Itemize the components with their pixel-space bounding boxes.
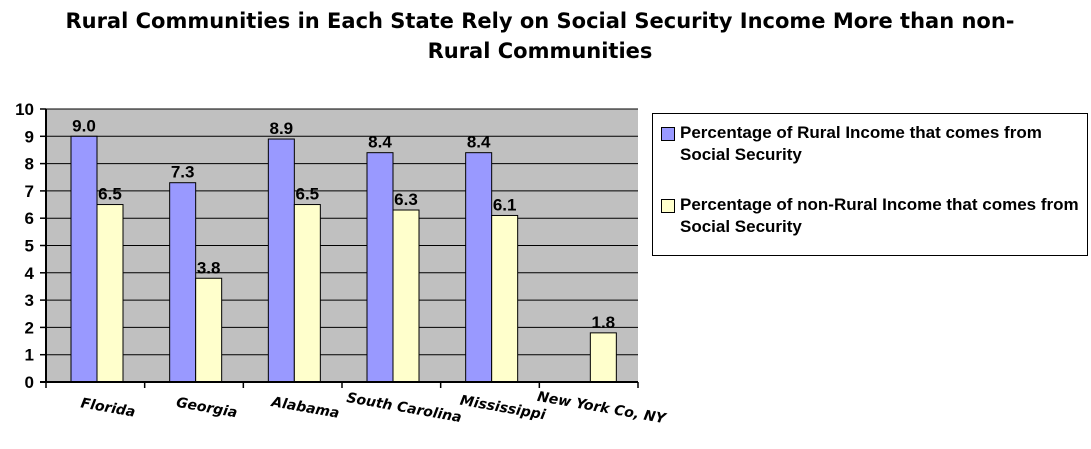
data-label: 7.3 xyxy=(171,163,195,182)
legend-item-non-rural: Percentage of non-Rural Income that come… xyxy=(661,194,1090,238)
bar xyxy=(392,209,420,383)
data-label: 6.3 xyxy=(394,190,418,209)
data-label: 8.4 xyxy=(368,133,392,152)
grid-lines xyxy=(46,108,638,356)
bar xyxy=(293,204,321,383)
bar xyxy=(96,204,124,383)
bars xyxy=(70,135,617,383)
x-tick-label: New York Co, NY xyxy=(536,389,669,428)
legend: Percentage of Rural Income that comes fr… xyxy=(652,113,1088,256)
data-label: 8.9 xyxy=(270,119,294,138)
legend-swatch-rural xyxy=(661,127,675,141)
bar xyxy=(169,182,197,383)
y-tick-label: 3 xyxy=(25,291,34,310)
y-tick-label: 7 xyxy=(25,182,34,201)
data-label: 6.5 xyxy=(296,185,320,204)
y-tick-label: 2 xyxy=(25,318,34,337)
x-tick-label: Florida xyxy=(79,395,136,420)
x-tick-label: Georgia xyxy=(175,395,239,421)
data-label: 8.4 xyxy=(467,133,491,152)
x-tick-label: South Carolina xyxy=(345,390,462,426)
legend-label-non-rural: Percentage of non-Rural Income that come… xyxy=(680,195,1079,236)
bar xyxy=(491,214,519,383)
data-label: 6.5 xyxy=(98,185,122,204)
data-labels: 9.0 6.5 7.3 3.8 8.9 6.5 8.4 6.3 8.4 6.1 1.8 xyxy=(72,116,615,332)
y-tick-label: 5 xyxy=(25,237,34,256)
y-tick-label: 9 xyxy=(25,127,34,146)
data-label: 9.0 xyxy=(72,116,96,135)
bar xyxy=(589,332,617,383)
bar xyxy=(465,152,493,383)
chart-title: Rural Communities in Each State Rely on … xyxy=(65,9,1015,63)
legend-item-rural: Percentage of Rural Income that comes fr… xyxy=(661,122,1090,166)
y-tick-label: 4 xyxy=(25,264,35,283)
x-tick-label: Alabama xyxy=(269,394,340,422)
legend-label-rural: Percentage of Rural Income that comes fr… xyxy=(680,123,1042,164)
y-tick-label: 1 xyxy=(25,346,34,365)
data-label: 6.1 xyxy=(493,195,517,214)
bar xyxy=(366,152,394,383)
data-label: 3.8 xyxy=(197,258,221,277)
y-tick-label: 8 xyxy=(25,155,34,174)
y-axis-ticks: 0 1 2 3 4 5 6 7 8 9 10 xyxy=(15,100,46,392)
legend-swatch-non-rural xyxy=(661,199,675,213)
data-label: 1.8 xyxy=(592,313,616,332)
y-tick-label: 10 xyxy=(15,100,34,119)
y-tick-label: 6 xyxy=(25,209,34,228)
bar xyxy=(195,277,223,383)
bar xyxy=(70,135,98,383)
bar xyxy=(267,138,295,383)
x-tick-label: Mississippi xyxy=(459,393,547,424)
y-tick-label: 0 xyxy=(25,373,34,392)
x-axis-ticks: Florida Georgia Alabama South CarolinaMissi… xyxy=(45,382,669,428)
